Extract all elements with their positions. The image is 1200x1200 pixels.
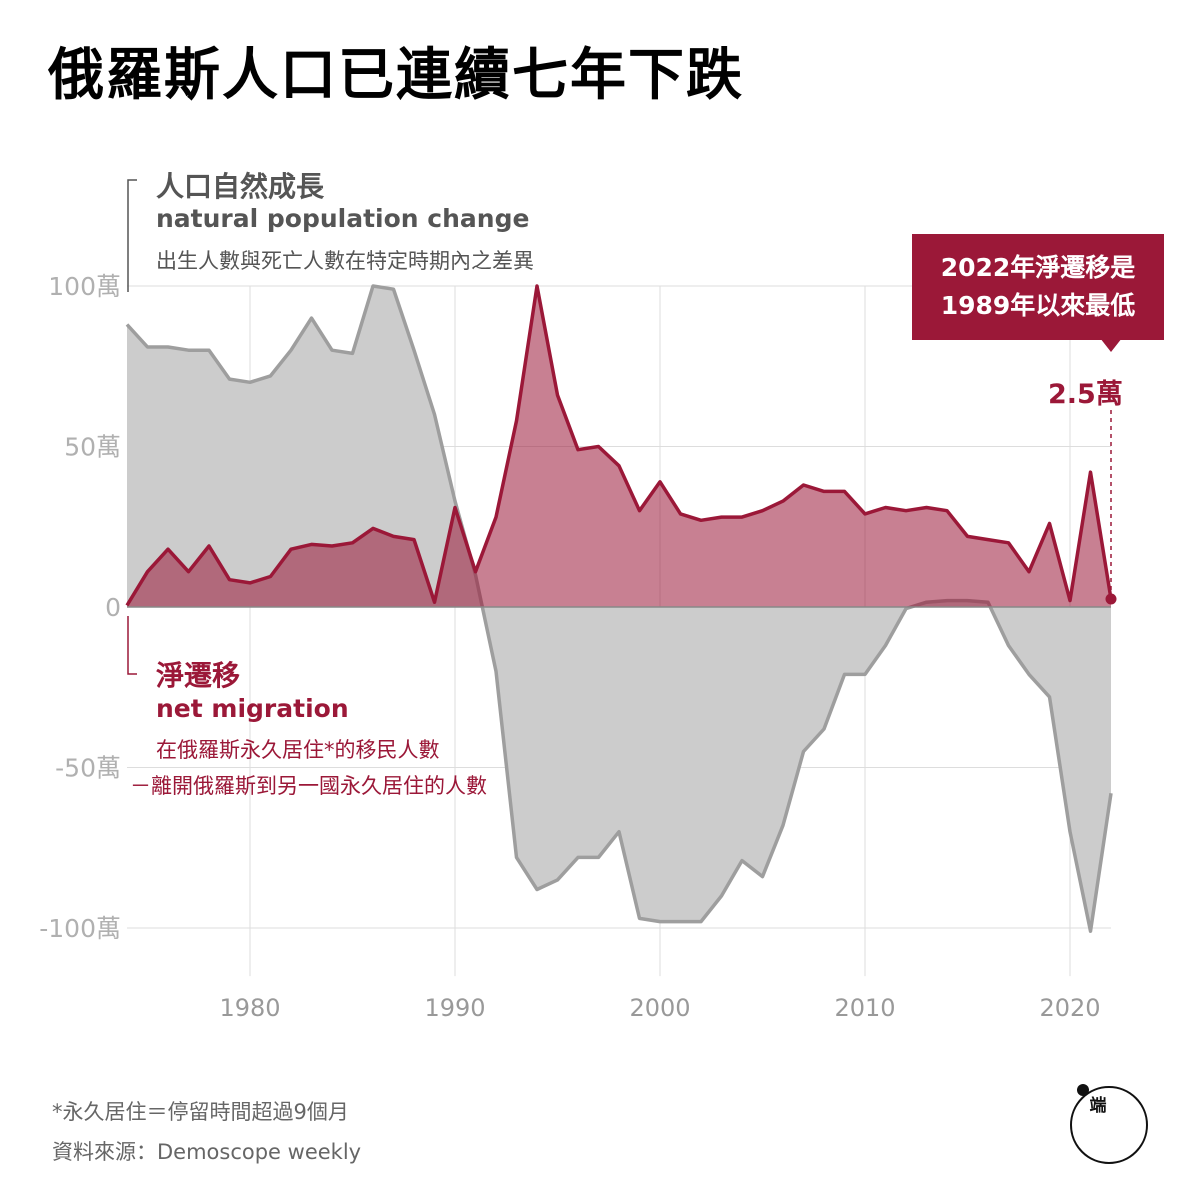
x-tick-label: 2020 [1039,994,1100,1022]
x-tick-label: 2000 [629,994,690,1022]
legend-natural-description: 出生人數與死亡人數在特定時期內之差異 [156,249,534,273]
y-tick-label: 100萬 [48,272,121,301]
callout-box: 2022年淨遷移是 1989年以來最低 [912,234,1164,340]
callout-arrow [1100,338,1122,352]
x-tick-label: 1990 [424,994,485,1022]
last-value-label: 2.5萬 [1048,379,1123,410]
legend-natural-english: natural population change [156,204,530,233]
y-tick-label: -50萬 [55,754,121,783]
legend-migration-bracket [127,616,137,675]
y-tick-label: 0 [105,593,121,622]
source-note: 資料來源：Demoscope weekly [52,1140,362,1164]
area-migration [127,286,1111,607]
legend-migration-description-2: －離開俄羅斯到另一國永久居住的人數 [130,774,487,798]
legend-migration-title: 淨遷移 [156,659,241,692]
annotation-point [1105,593,1117,605]
x-tick-label: 2010 [834,994,895,1022]
y-tick-label: -100萬 [39,914,121,943]
logo-dot [1077,1084,1089,1096]
legend-natural-title: 人口自然成長 [156,170,325,203]
y-tick-label: 50萬 [64,433,121,462]
legend-migration-english: net migration [156,694,349,723]
legend-natural-bracket [127,179,137,292]
x-tick-label: 1980 [219,994,280,1022]
logo-text: 端 [1089,1096,1107,1116]
line-migration [125,284,1113,607]
brand-logo [1070,1086,1148,1164]
chart-title: 俄羅斯人口已連續七年下跌 [48,43,744,108]
area-series [125,284,1113,933]
footnote: *永久居住＝停留時間超過9個月 [52,1100,349,1124]
callout-line-2: 1989年以來最低 [940,291,1136,320]
area-natural [127,286,1111,932]
annotation-layer [1105,410,1117,605]
callout-line-1: 2022年淨遷移是 [940,253,1136,282]
legend-migration-description-1: 在俄羅斯永久居住*的移民人數 [156,738,440,762]
axis-labels: 100萬 50萬 0 -50萬 -100萬 1980 1990 2000 2010 2020 [39,179,1111,1022]
